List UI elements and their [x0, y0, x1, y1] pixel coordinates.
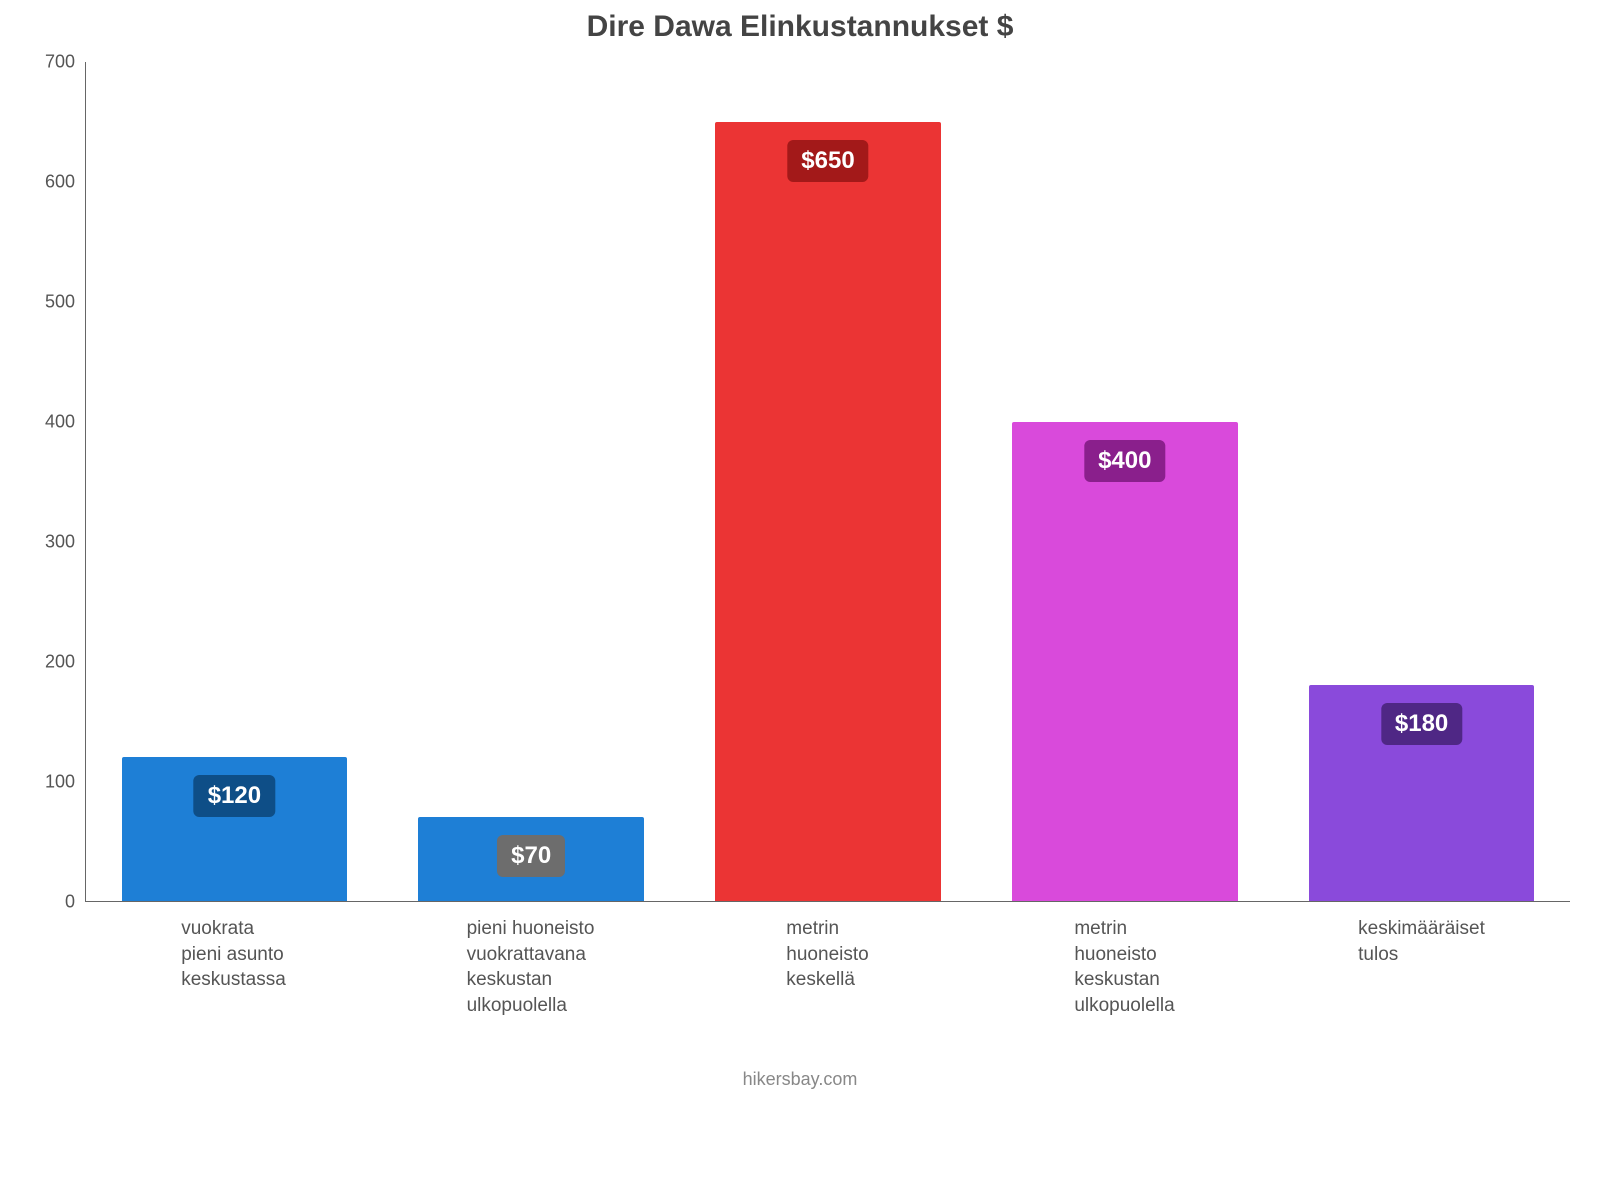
- bar-slot: $70: [383, 62, 680, 901]
- plot-area: $120 $70 $650 $400 $180: [85, 62, 1570, 902]
- plot-row: 0100200300400500600700 $120$70$650$400$1…: [30, 62, 1570, 902]
- bar-chart: Dire Dawa Elinkustannukset $ 0 100 200 300 4…: [30, 0, 1570, 1090]
- y-tick-label: 700: [45, 52, 75, 73]
- bar-slot: $180: [1273, 62, 1570, 901]
- x-axis-label-text: pieni huoneistovuokrattavanakeskustanulk…: [467, 916, 595, 1019]
- x-axis-label: metrinhuoneistokeskellä: [679, 902, 976, 1019]
- bar-value-label: $180: [1381, 703, 1462, 745]
- bar-value-label: $650: [787, 140, 868, 182]
- bar-value-label: $400: [1084, 440, 1165, 482]
- y-tick-label: 600: [45, 172, 75, 193]
- bar: $180: [1309, 685, 1535, 901]
- x-axis-label: pieni huoneistovuokrattavanakeskustanulk…: [382, 902, 679, 1019]
- y-tick-label: 300: [45, 532, 75, 553]
- y-tick-label: 400: [45, 412, 75, 433]
- x-axis-label-text: keskimääräisettulos: [1358, 916, 1485, 1019]
- bar: $70: [418, 817, 644, 901]
- bar: $400: [1012, 422, 1238, 901]
- bar-slot: $120: [86, 62, 383, 901]
- x-axis-label: keskimääräisettulos: [1273, 902, 1570, 1019]
- y-tick-label: 0: [65, 892, 75, 913]
- bar: $650: [715, 122, 941, 901]
- chart-footer: hikersbay.com: [30, 1069, 1570, 1090]
- bar-value-label: $120: [194, 775, 275, 817]
- x-axis-label-text: metrinhuoneistokeskellä: [786, 916, 868, 1019]
- y-tick-label: 500: [45, 292, 75, 313]
- y-tick-label: 100: [45, 772, 75, 793]
- x-axis-label-text: vuokratapieni asuntokeskustassa: [181, 916, 286, 1019]
- bar: $120: [122, 757, 348, 901]
- bar-value-label: $70: [497, 835, 565, 877]
- x-axis-label: vuokratapieni asuntokeskustassa: [85, 902, 382, 1019]
- y-axis: 0100200300400500600700: [30, 62, 85, 902]
- y-tick-label: 200: [45, 652, 75, 673]
- bars-container: $120 $70 $650 $400 $180: [86, 62, 1570, 901]
- x-axis: vuokratapieni asuntokeskustassa pieni huo…: [85, 902, 1570, 1019]
- chart-title: Dire Dawa Elinkustannukset $: [30, 10, 1570, 44]
- bar-slot: $400: [976, 62, 1273, 901]
- bar-slot: $650: [680, 62, 977, 901]
- x-axis-label-text: metrinhuoneistokeskustanulkopuolella: [1074, 916, 1174, 1019]
- x-axis-label: metrinhuoneistokeskustanulkopuolella: [976, 902, 1273, 1019]
